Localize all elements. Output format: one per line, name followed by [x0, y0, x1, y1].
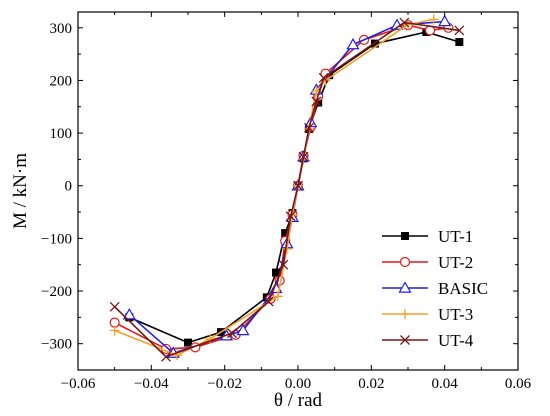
data-point [263, 296, 274, 307]
x-tick-label: −0.06 [61, 376, 96, 392]
plot-area [109, 14, 465, 362]
data-point [298, 151, 309, 162]
x-tick-label: 0.00 [285, 376, 311, 392]
legend-item: UT-2 [382, 253, 473, 272]
data-point [438, 14, 452, 27]
data-point [109, 301, 120, 312]
series-ut-3 [109, 14, 439, 361]
data-point [278, 259, 289, 270]
data-point [161, 351, 171, 362]
data-point [454, 25, 465, 36]
x-axis: −0.06 −0.04 −0.02 0.00 0.02 0.04 0.06 [61, 12, 532, 392]
x-axis-title: θ / rad [274, 390, 323, 411]
data-point [172, 350, 182, 361]
legend-item: UT-3 [382, 305, 473, 324]
data-point [318, 72, 329, 83]
legend-item: BASIC [382, 279, 488, 298]
legend-label: UT-3 [438, 305, 473, 324]
y-axis: −300 −200 −100 0 100 200 300 [41, 21, 518, 353]
y-tick-label: −200 [41, 284, 72, 300]
legend-label: BASIC [438, 279, 488, 298]
data-point [403, 19, 413, 30]
y-tick-label: 100 [50, 126, 73, 142]
data-point [122, 308, 136, 320]
y-tick-label: 200 [50, 73, 73, 89]
data-point [293, 180, 303, 191]
legend-label: UT-4 [438, 331, 474, 350]
legend-label: UT-2 [438, 253, 473, 272]
x-tick-label: −0.02 [207, 376, 242, 392]
data-point [281, 229, 290, 238]
legend: UT-1 UT-2 BASIC UT-3 UT-4 [382, 227, 488, 350]
y-tick-label: −300 [41, 337, 72, 353]
series-line [114, 18, 434, 357]
legend-marker [401, 232, 409, 240]
data-point [227, 328, 237, 339]
data-point [184, 338, 192, 347]
series-line [114, 21, 460, 358]
legend-marker [400, 335, 410, 345]
data-point [304, 122, 314, 133]
series-basic [122, 14, 452, 358]
legend-marker [399, 256, 411, 268]
data-point [311, 96, 322, 107]
x-tick-label: 0.06 [505, 376, 532, 392]
legend-item: UT-4 [382, 331, 474, 350]
y-tick-label: 300 [50, 21, 73, 37]
data-point [455, 38, 464, 47]
x-tick-label: 0.04 [432, 376, 459, 392]
legend-item: UT-1 [382, 227, 473, 246]
data-point [109, 325, 120, 336]
data-point [371, 39, 379, 48]
y-tick-label: 0 [65, 179, 73, 195]
data-point [428, 14, 439, 25]
data-point [285, 211, 296, 222]
series-line [128, 20, 445, 355]
x-tick-label: 0.02 [358, 376, 384, 392]
data-point [399, 17, 410, 28]
y-tick-label: −100 [41, 231, 72, 247]
series-ut-4 [109, 17, 465, 362]
data-point [205, 333, 215, 344]
data-point [346, 37, 360, 50]
data-point [236, 323, 250, 336]
data-point [272, 268, 280, 277]
data-point [272, 291, 283, 302]
y-axis-title: M / kN·m [10, 153, 31, 229]
x-tick-label: −0.04 [134, 376, 169, 392]
series-line [114, 24, 449, 350]
legend-marker [400, 309, 410, 319]
legend-label: UT-1 [438, 227, 473, 246]
legend-marker [398, 281, 412, 293]
series-ut-2 [109, 20, 454, 355]
